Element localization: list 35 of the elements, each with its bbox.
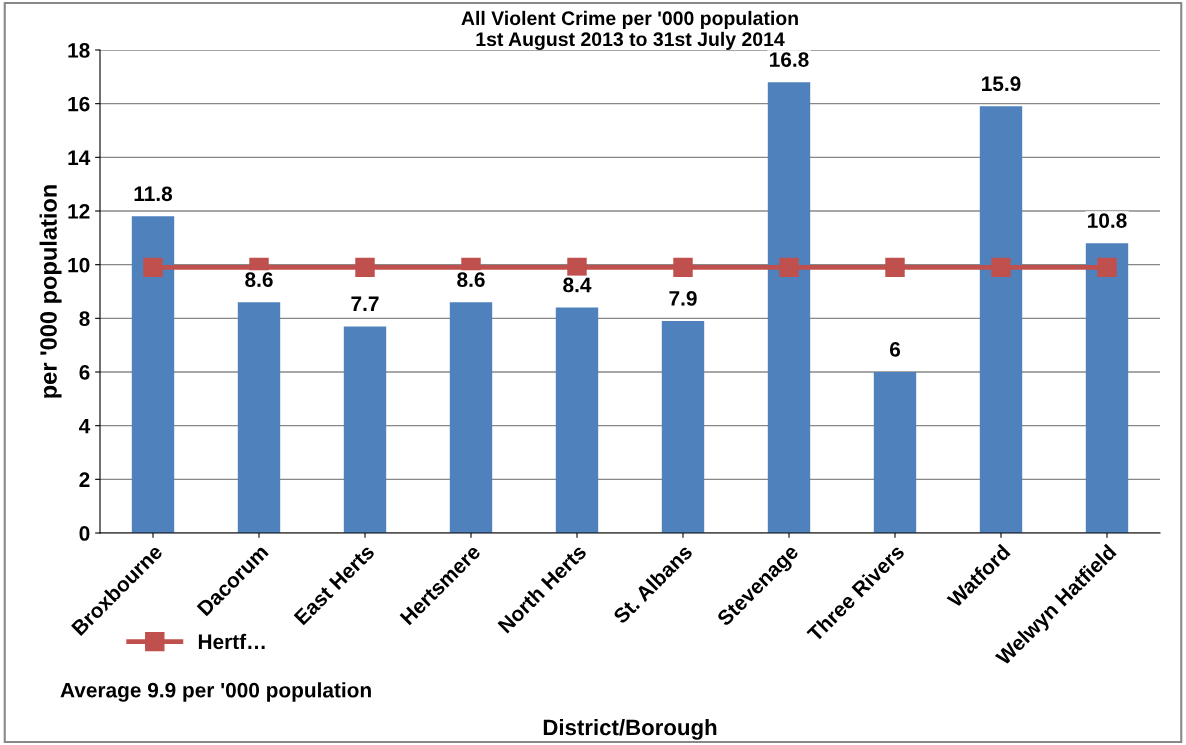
y-tick-label: 2 bbox=[79, 472, 90, 487]
y-tick-label: 6 bbox=[79, 365, 90, 380]
data-label: 16.8 bbox=[770, 52, 809, 67]
y-tick-label: 10 bbox=[68, 257, 90, 273]
data-label: 11.8 bbox=[134, 186, 173, 202]
bar bbox=[873, 372, 917, 533]
text: Average 9.9 per '000 population bbox=[60, 682, 371, 702]
data-label: 8.6 bbox=[457, 272, 485, 287]
y-axis-title: per '000 population bbox=[39, 185, 62, 398]
bar bbox=[131, 216, 175, 533]
x-axis-title: District/Borough bbox=[543, 718, 717, 740]
y-tick-label: 12 bbox=[68, 204, 90, 219]
bar bbox=[237, 302, 281, 533]
data-label: 10.8 bbox=[1088, 213, 1127, 228]
data-label: 6 bbox=[889, 342, 901, 357]
bar bbox=[343, 326, 387, 533]
bar bbox=[555, 307, 599, 533]
bar bbox=[1085, 243, 1129, 533]
chart-title: All Violent Crime per '000 population 1st August 2013 to 31st July 2014 bbox=[461, 10, 798, 50]
y-tick-label: 0 bbox=[79, 526, 90, 541]
data-label: 8.4 bbox=[563, 277, 592, 293]
y-tick-label: 18 bbox=[68, 43, 90, 58]
data-label: 15.9 bbox=[982, 76, 1021, 92]
data-label: 7.7 bbox=[351, 296, 379, 311]
y-tick-label: 8 bbox=[79, 311, 90, 327]
legend-label: Hertf… bbox=[198, 633, 265, 650]
bar bbox=[979, 106, 1023, 533]
bar bbox=[767, 82, 811, 533]
y-tick-label: 16 bbox=[68, 96, 90, 112]
y-tick-label: 14 bbox=[68, 150, 91, 165]
y-tick-label: 4 bbox=[79, 418, 91, 434]
data-label: 8.6 bbox=[245, 272, 273, 287]
bar bbox=[661, 321, 705, 533]
data-label: 7.9 bbox=[669, 291, 697, 306]
bar bbox=[449, 302, 493, 533]
